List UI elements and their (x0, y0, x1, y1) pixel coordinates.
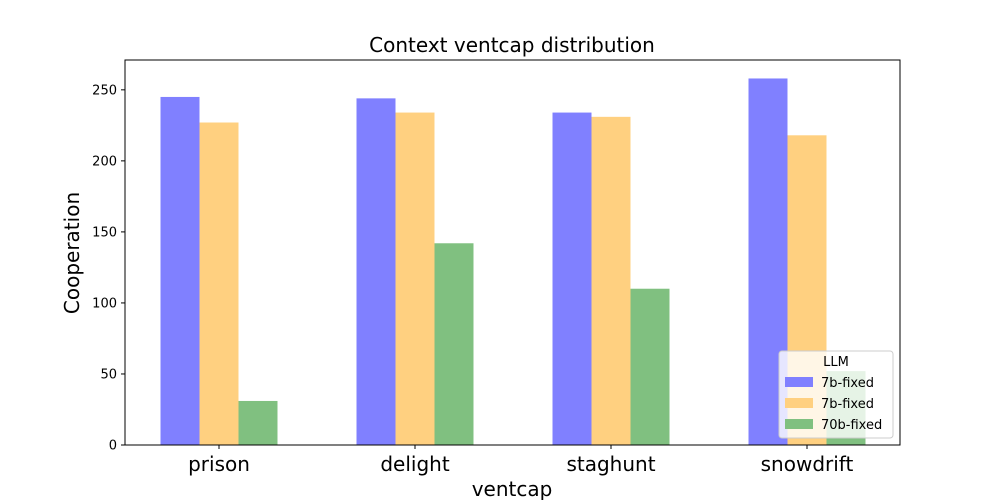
bar-staghunt-series-0 (552, 112, 592, 445)
legend-title: LLM (823, 355, 849, 370)
y-tick-label: 0 (109, 439, 117, 454)
legend-swatch-1 (785, 398, 813, 408)
y-tick-label: 200 (92, 154, 117, 169)
bar-delight-series-1 (395, 112, 435, 445)
x-tick-label-prison: prison (188, 452, 250, 476)
x-tick-label-snowdrift: snowdrift (761, 452, 854, 476)
y-tick-label: 100 (92, 296, 117, 311)
y-axis-label: Cooperation (60, 192, 84, 314)
legend-box (778, 350, 894, 439)
y-tick-label: 150 (92, 225, 117, 240)
bar-prison-series-2 (238, 400, 278, 445)
x-axis-ticks: prison delight staghunt snowdrift (188, 445, 854, 476)
bar-delight-series-2 (434, 243, 474, 445)
legend-label-0: 7b-fixed (821, 376, 874, 391)
bar-prison-series-1 (199, 122, 239, 445)
legend-label-1: 7b-fixed (821, 397, 874, 412)
legend-label-2: 70b-fixed (821, 418, 882, 433)
legend-swatch-0 (785, 377, 813, 387)
legend: LLM 7b-fixed 7b-fixed 70b-fixed (778, 350, 894, 439)
legend-swatch-2 (785, 419, 813, 429)
y-tick-label: 250 (92, 83, 117, 98)
chart-title: Context ventcap distribution (369, 33, 655, 57)
y-tick-label: 50 (100, 367, 117, 382)
x-tick-label-delight: delight (380, 452, 449, 476)
x-tick-label-staghunt: staghunt (566, 452, 655, 476)
bar-staghunt-series-2 (630, 288, 670, 445)
bar-delight-series-0 (356, 98, 396, 446)
y-axis-ticks: 0 50 100 150 200 250 (92, 83, 125, 454)
x-axis-label: ventcap (472, 477, 553, 500)
bar-prison-series-0 (160, 96, 200, 445)
bar-staghunt-series-1 (591, 116, 631, 445)
plot-frame (124, 59, 901, 446)
legend-entries: 7b-fixed 7b-fixed 70b-fixed (785, 376, 882, 433)
